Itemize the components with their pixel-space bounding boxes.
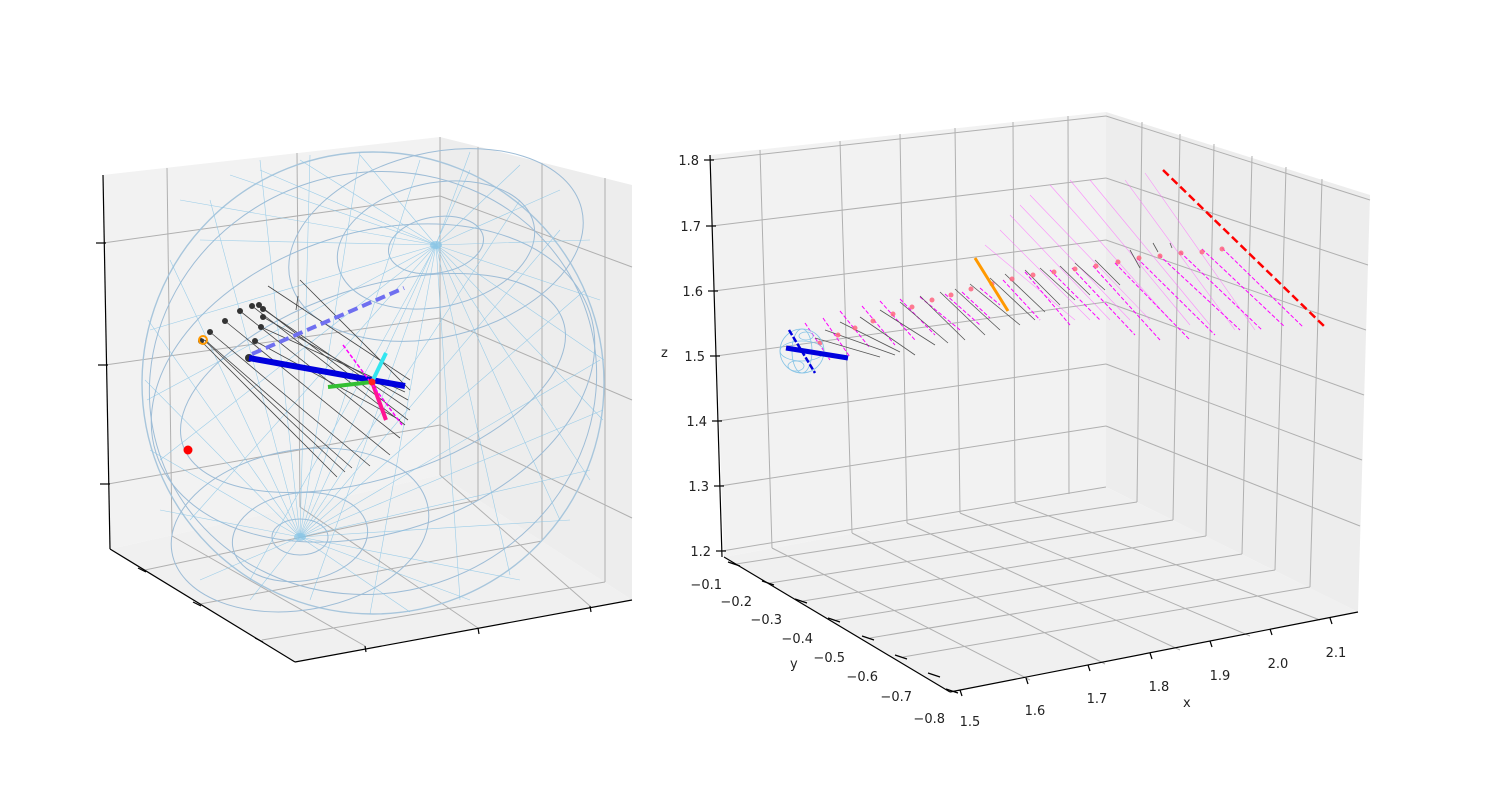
z-tick-label: 1.8 [678,154,699,169]
z-tick-label: 1.4 [686,415,707,430]
y-tick-label: −0.3 [750,613,782,628]
right-side-pane [1106,112,1370,612]
x-tick-label: 1.6 [1025,704,1046,719]
x-tick-label: 2.0 [1268,657,1289,672]
z-tick-label: 1.3 [688,480,709,495]
x-tick-label: 2.1 [1326,646,1347,661]
small-sphere [779,328,825,374]
y-tick-label: −0.8 [913,712,945,727]
left-axis-lines [96,174,633,663]
y-tick-label: −0.5 [813,651,845,666]
y-tick-label: −0.2 [720,595,752,610]
red-point [183,445,193,455]
z-tick-label: 1.2 [690,545,711,560]
x-tick-label: 1.8 [1149,680,1170,695]
z-axis-label: z [661,346,668,361]
left-right-pane [440,137,632,600]
left-3d-axes [96,137,633,663]
magenta-rays-faint [984,172,1256,331]
right-back-pane [710,112,1106,557]
right-3d-axes: 1.8 1.7 1.6 1.5 1.4 1.3 1.2 z −0.1 −0.2 … [661,112,1371,730]
x-tick-label: 1.5 [960,715,981,730]
orange-marker [198,335,208,345]
blue-frame-axis-solid [785,345,849,361]
orange-segment [973,257,1010,312]
blue-dashed-axis [251,286,405,356]
z-tick-label: 1.7 [680,220,701,235]
green-axis [327,380,373,389]
blue-solid-axis [248,355,406,389]
right-floor-pane [724,487,1358,692]
y-tick-label: −0.1 [690,578,722,593]
y-axis-label: y [790,657,798,672]
left-frame-axes [248,286,406,426]
z-tick-label: 1.5 [684,350,705,365]
y-tick-label: −0.4 [781,632,813,647]
z-tick-labels: 1.8 1.7 1.6 1.5 1.4 1.3 1.2 [678,154,711,560]
y-tick-label: −0.7 [880,690,912,705]
x-tick-labels: 1.5 1.6 1.7 1.8 1.9 2.0 2.1 [960,646,1347,730]
pink-axis [370,381,388,421]
y-tick-label: −0.6 [846,670,878,685]
z-tick-label: 1.6 [682,285,703,300]
red-dashed-line [1162,169,1327,329]
right-grid [709,115,1371,681]
y-tick-labels: −0.1 −0.2 −0.3 −0.4 −0.5 −0.6 −0.7 −0.8 [690,578,945,727]
left-floor-pane [110,475,632,662]
right-axis-lines [704,154,1359,697]
x-axis-label: x [1183,696,1191,711]
left-grid [102,137,633,647]
sphere-wireframe [141,148,605,615]
x-tick-label: 1.7 [1087,692,1108,707]
cyan-axis [370,352,388,383]
x-tick-label: 1.9 [1210,669,1231,684]
